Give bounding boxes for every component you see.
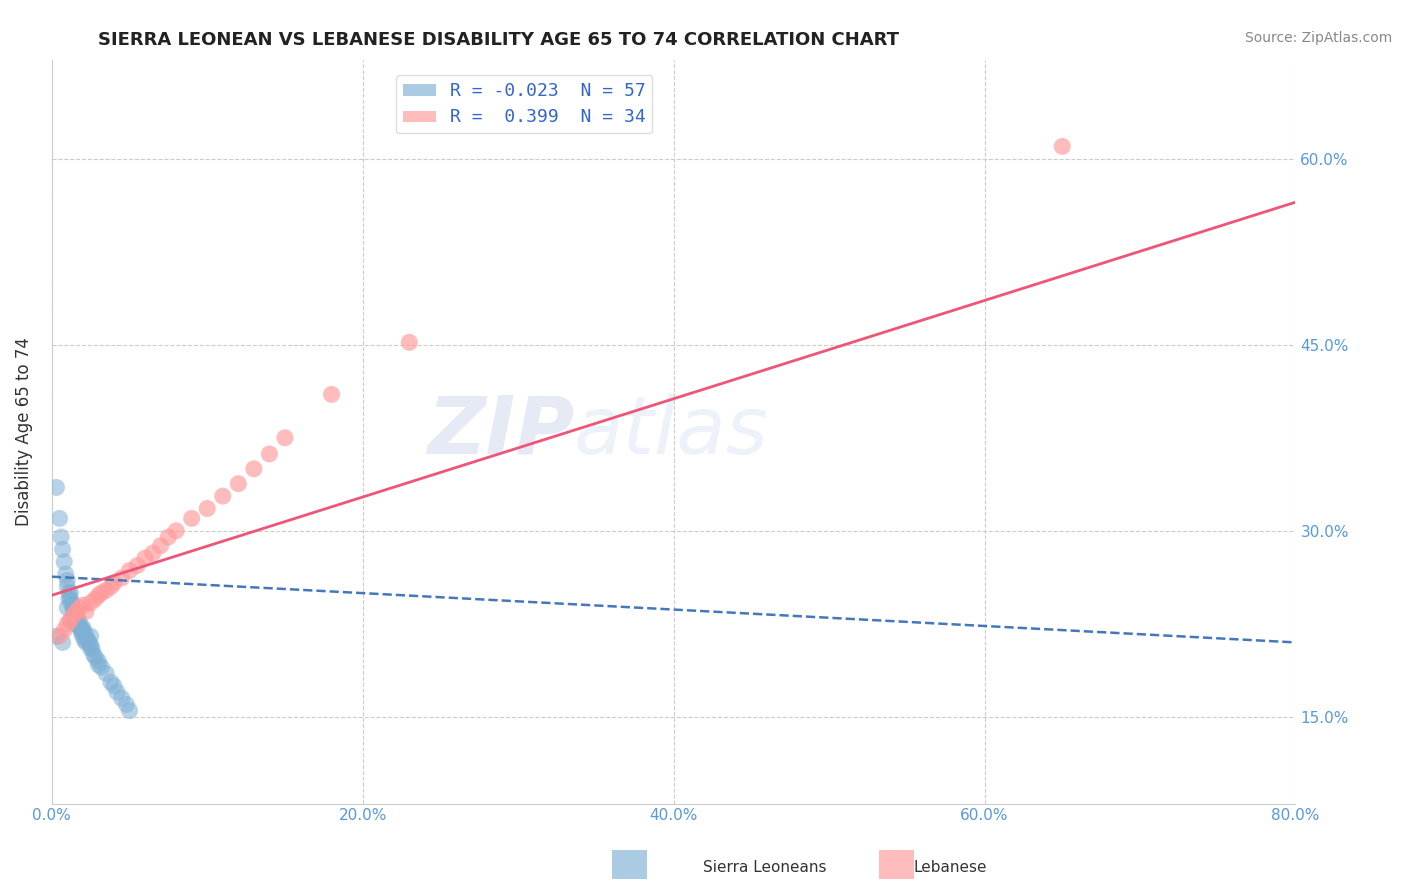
Point: [274, 431, 297, 445]
Text: Source: ZipAtlas.com: Source: ZipAtlas.com: [1244, 31, 1392, 45]
Point: [65, 604, 87, 618]
Point: [211, 489, 233, 503]
Point: [49, 530, 72, 544]
Point: [180, 511, 202, 525]
Point: [100, 675, 122, 690]
Point: [118, 564, 141, 578]
Point: [52, 635, 75, 649]
Point: [1052, 139, 1074, 153]
Point: [79, 641, 101, 656]
Point: [111, 691, 134, 706]
Point: [72, 598, 94, 612]
Legend: R = -0.023  N = 57, R =  0.399  N = 34: R = -0.023 N = 57, R = 0.399 N = 34: [396, 75, 652, 133]
Point: [56, 600, 79, 615]
Text: Sierra Leoneans: Sierra Leoneans: [703, 860, 827, 874]
Point: [48, 629, 70, 643]
Point: [45, 629, 67, 643]
Point: [79, 629, 101, 643]
Point: [142, 546, 165, 560]
Point: [59, 592, 82, 607]
Point: [100, 580, 122, 594]
Point: [96, 666, 118, 681]
Point: [226, 476, 249, 491]
Point: [67, 613, 90, 627]
Point: [103, 679, 125, 693]
Point: [62, 608, 84, 623]
Point: [90, 586, 112, 600]
Point: [79, 596, 101, 610]
Point: [77, 635, 100, 649]
Point: [56, 616, 79, 631]
Point: [87, 654, 110, 668]
Point: [83, 648, 105, 662]
Point: [87, 588, 110, 602]
Point: [157, 530, 180, 544]
Point: [56, 574, 79, 588]
Point: [115, 698, 138, 712]
Point: [149, 539, 172, 553]
Point: [52, 542, 75, 557]
Point: [259, 447, 281, 461]
Text: SIERRA LEONEAN VS LEBANESE DISABILITY AGE 65 TO 74 CORRELATION CHART: SIERRA LEONEAN VS LEBANESE DISABILITY AG…: [98, 31, 900, 49]
Point: [59, 613, 82, 627]
Point: [55, 567, 77, 582]
Point: [87, 657, 110, 672]
Point: [195, 501, 218, 516]
Point: [84, 650, 107, 665]
Point: [165, 524, 187, 538]
Point: [84, 592, 107, 607]
Point: [45, 480, 67, 494]
Point: [111, 571, 134, 585]
Point: [62, 604, 84, 618]
Point: [73, 632, 96, 647]
Text: atlas: atlas: [574, 392, 769, 471]
Point: [72, 623, 94, 637]
Point: [127, 558, 149, 573]
Point: [59, 613, 82, 627]
Point: [243, 462, 266, 476]
Point: [73, 625, 96, 640]
Point: [63, 616, 86, 631]
Point: [60, 596, 83, 610]
Point: [82, 641, 104, 656]
Point: [76, 632, 98, 647]
Point: [134, 551, 156, 566]
Point: [70, 625, 93, 640]
Point: [70, 623, 93, 637]
Text: Lebanese: Lebanese: [914, 860, 987, 874]
Point: [63, 613, 86, 627]
Point: [79, 638, 101, 652]
Point: [58, 586, 80, 600]
Point: [48, 511, 70, 525]
Point: [63, 604, 86, 618]
Point: [53, 555, 76, 569]
Point: [56, 580, 79, 594]
Point: [75, 604, 97, 618]
Point: [59, 586, 82, 600]
Point: [60, 598, 83, 612]
Point: [75, 629, 97, 643]
Point: [53, 623, 76, 637]
Point: [65, 615, 87, 630]
Point: [69, 616, 91, 631]
Point: [75, 635, 97, 649]
Point: [118, 704, 141, 718]
Point: [69, 600, 91, 615]
Point: [105, 685, 128, 699]
Text: ZIP: ZIP: [427, 392, 574, 471]
Y-axis label: Disability Age 65 to 74: Disability Age 65 to 74: [15, 337, 32, 526]
Point: [58, 592, 80, 607]
Point: [398, 335, 420, 350]
Point: [67, 618, 90, 632]
Point: [65, 610, 87, 624]
Point: [321, 387, 343, 401]
Point: [72, 621, 94, 635]
Point: [62, 600, 84, 615]
Point: [63, 608, 86, 623]
Point: [96, 583, 118, 598]
Point: [103, 575, 125, 590]
Point: [72, 629, 94, 643]
Point: [69, 621, 91, 635]
Point: [90, 660, 112, 674]
